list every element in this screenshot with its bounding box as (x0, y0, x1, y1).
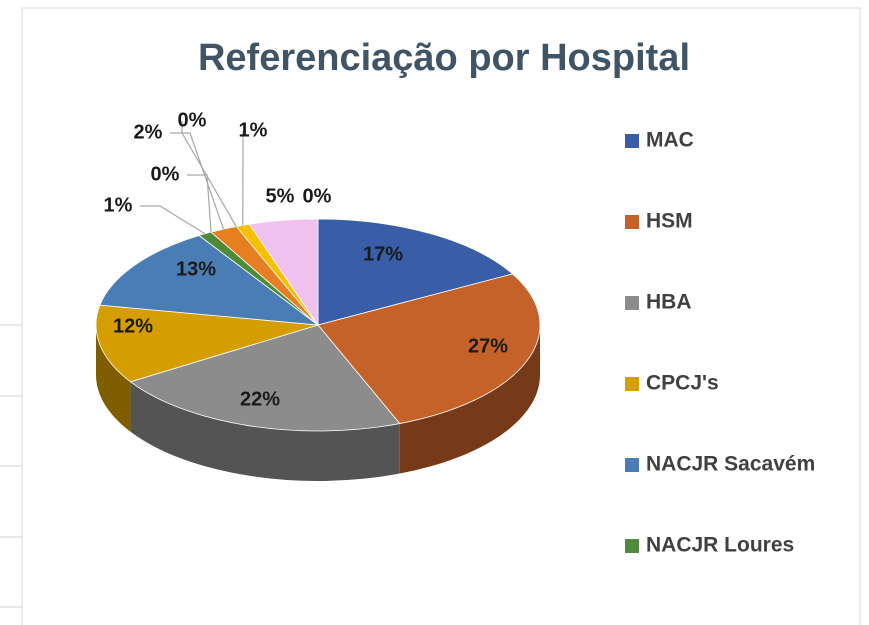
leader-line (140, 205, 206, 235)
data-label: 13% (176, 258, 216, 280)
pie-slice (317, 273, 541, 424)
chart-title: Referenciação por Hospital (198, 37, 690, 79)
data-label: 12% (113, 315, 153, 337)
data-label: 2% (134, 121, 163, 143)
data-label: 0% (151, 163, 180, 185)
leader-line (181, 121, 237, 227)
pie-slice (317, 218, 514, 326)
legend-label: CPCJ's (646, 372, 719, 395)
data-label: 5% (266, 185, 295, 207)
legend-swatch (625, 458, 639, 472)
pie-side (399, 325, 540, 474)
data-label: 0% (178, 109, 207, 131)
legend-swatch (625, 215, 639, 229)
legend-swatch (625, 134, 639, 148)
legend-label: NACJR Loures (646, 534, 794, 557)
legend-label: MAC (646, 129, 694, 152)
data-label: 22% (240, 388, 280, 410)
chart-frame (21, 7, 861, 625)
legend-swatch (625, 377, 639, 391)
pie-side (96, 325, 131, 432)
legend-swatch (625, 296, 639, 310)
data-label: 1% (239, 119, 268, 141)
pie-slice (248, 218, 319, 327)
legend-label: NACJR Sacavém (646, 453, 815, 476)
pie-slice (129, 324, 401, 432)
data-label: 1% (104, 194, 133, 216)
pie-slice (95, 304, 319, 383)
pie-side (130, 381, 400, 482)
pie-slice (99, 235, 320, 326)
data-label: 17% (363, 243, 403, 265)
data-label: 0% (303, 185, 332, 207)
legend-label: HSM (646, 210, 693, 233)
legend-label: HBA (646, 291, 692, 314)
data-label: 27% (468, 335, 508, 357)
legend-swatch (625, 539, 639, 553)
leader-line (170, 132, 225, 230)
